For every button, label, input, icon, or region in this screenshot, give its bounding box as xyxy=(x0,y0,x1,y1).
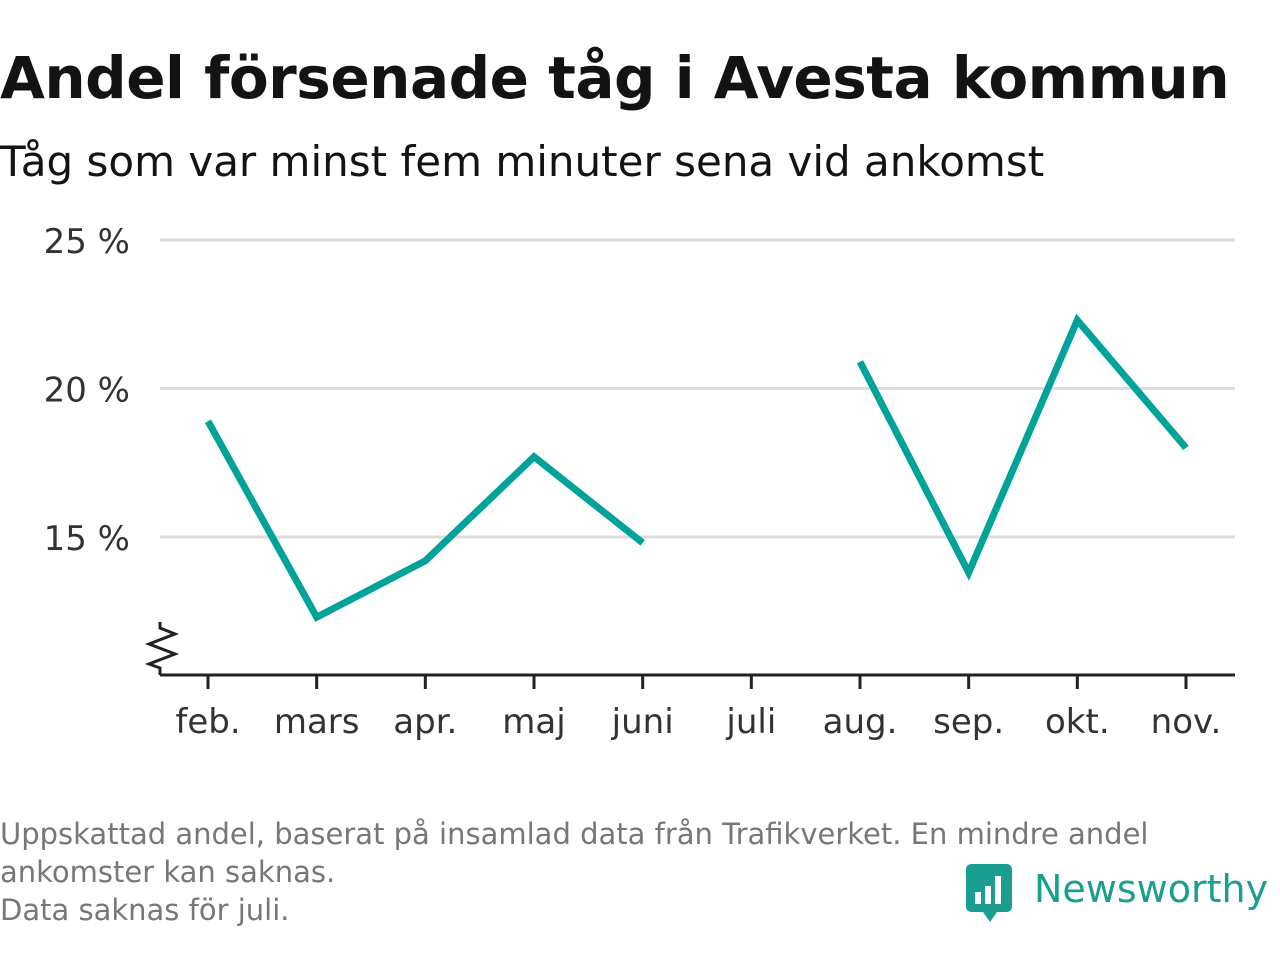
x-tick-label: juli xyxy=(725,702,776,742)
x-tick-label: nov. xyxy=(1151,702,1222,742)
x-tick-label: feb. xyxy=(175,702,240,742)
footnote: Uppskattad andel, baserat på insamlad da… xyxy=(0,815,1149,929)
series-line xyxy=(856,313,1189,581)
chart-title: Andel försenade tåg i Avesta kommun xyxy=(0,44,1230,112)
chart-subtitle: Tåg som var minst fem minuter sena vid a… xyxy=(0,137,1045,186)
y-tick-label: 15 % xyxy=(44,519,130,559)
x-tick-label: juni xyxy=(611,702,674,742)
x-tick-label: okt. xyxy=(1045,702,1110,742)
x-tick-label: aug. xyxy=(823,702,898,742)
y-tick-label: 20 % xyxy=(44,371,130,411)
x-tick-label: apr. xyxy=(393,702,457,742)
series-line xyxy=(204,419,645,622)
x-tick-label: maj xyxy=(502,702,565,742)
x-tick-label: sep. xyxy=(933,702,1004,742)
y-tick-label: 25 % xyxy=(44,222,130,262)
newsworthy-logo-icon xyxy=(966,864,1012,922)
newsworthy-logo: Newsworthy xyxy=(964,862,1268,926)
footnote-line: Uppskattad andel, baserat på insamlad da… xyxy=(0,817,1149,851)
footnote-line: Data saknas för juli. xyxy=(0,893,290,927)
axis-break-icon xyxy=(144,622,180,675)
footnote-line: ankomster kan saknas. xyxy=(0,855,336,889)
x-tick-label: mars xyxy=(274,702,360,742)
newsworthy-brand: Newsworthy xyxy=(1034,867,1269,911)
